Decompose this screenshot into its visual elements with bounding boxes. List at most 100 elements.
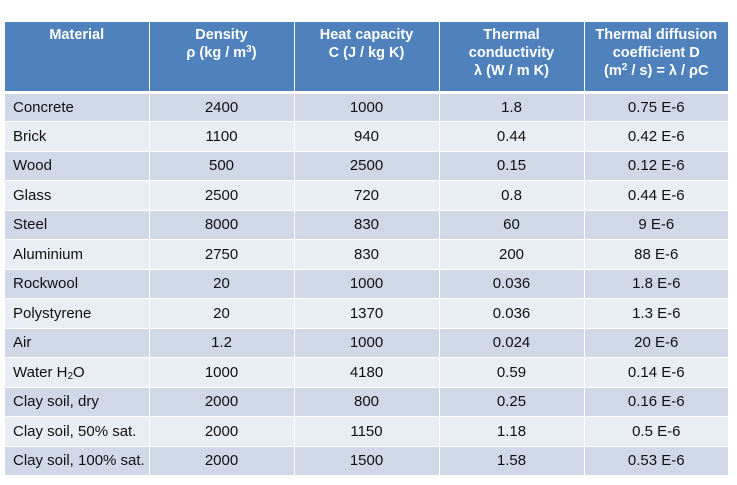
table-row: Glass 2500 720 0.8 0.44 E-6 <box>5 180 728 211</box>
cell-material: Aluminium <box>5 239 150 270</box>
cell-conductivity: 0.8 <box>439 180 585 211</box>
table-row: Clay soil, 50% sat. 2000 1150 1.18 0.5 E… <box>5 416 728 447</box>
header-diffusion-line1: Thermal diffusion <box>595 27 718 43</box>
cell-density: 2400 <box>149 92 295 122</box>
cell-heat-capacity: 800 <box>294 387 440 417</box>
table-row: Air 1.2 1000 0.024 20 E-6 <box>5 328 728 358</box>
cell-material-water-pre: Water H <box>13 363 68 381</box>
cell-diffusion: 88 E-6 <box>584 239 728 270</box>
header-heat-capacity: Heat capacity C (J / kg K) <box>294 22 440 94</box>
cell-conductivity: 0.15 <box>439 151 585 181</box>
cell-diffusion: 0.16 E-6 <box>584 387 728 417</box>
cell-material-water-post: O <box>73 363 85 381</box>
cell-diffusion: 1.3 E-6 <box>584 298 728 329</box>
cell-heat-capacity: 2500 <box>294 151 440 181</box>
cell-diffusion: 9 E-6 <box>584 210 728 240</box>
cell-material: Rockwool <box>5 269 150 299</box>
header-diffusion-unit-post: / s) = λ / ρC <box>627 63 709 79</box>
cell-material: Clay soil, dry <box>5 387 150 417</box>
cell-heat-capacity: 720 <box>294 180 440 211</box>
cell-material: Concrete <box>5 92 150 122</box>
table-row: Brick 1100 940 0.44 0.42 E-6 <box>5 121 728 152</box>
cell-heat-capacity: 830 <box>294 239 440 270</box>
cell-conductivity: 0.036 <box>439 269 585 299</box>
cell-density: 2000 <box>149 387 295 417</box>
cell-density: 1100 <box>149 121 295 152</box>
cell-conductivity: 200 <box>439 239 585 270</box>
cell-heat-capacity: 1500 <box>294 446 440 476</box>
cell-material: Steel <box>5 210 150 240</box>
table-body: Concrete 2400 1000 1.8 0.75 E-6 Brick 11… <box>5 92 728 476</box>
thermal-properties-table-container: Material Density ρ (kg / m3) Heat capaci… <box>5 22 728 476</box>
cell-diffusion: 0.12 E-6 <box>584 151 728 181</box>
cell-material: Water H2O <box>5 357 150 388</box>
header-density-unit-post: ) <box>251 45 257 61</box>
header-row: Material Density ρ (kg / m3) Heat capaci… <box>5 22 728 94</box>
cell-material: Clay soil, 100% sat. <box>5 446 150 476</box>
header-density: Density ρ (kg / m3) <box>149 22 295 94</box>
header-density-line1: Density <box>195 27 248 43</box>
cell-heat-capacity: 1000 <box>294 92 440 122</box>
cell-heat-capacity: 1000 <box>294 328 440 358</box>
header-diffusion-unit-pre: (m <box>604 63 622 79</box>
header-heat-capacity-line2: C (J / kg K) <box>328 45 405 61</box>
header-density-unit-pre: ρ (kg / m <box>186 45 247 61</box>
table-row: Water H2O 1000 4180 0.59 0.14 E-6 <box>5 357 728 388</box>
cell-conductivity: 1.18 <box>439 416 585 447</box>
table-row: Clay soil, dry 2000 800 0.25 0.16 E-6 <box>5 387 728 417</box>
cell-density: 500 <box>149 151 295 181</box>
cell-density: 1.2 <box>149 328 295 358</box>
header-conductivity-line3: λ (W / m K) <box>474 63 549 79</box>
cell-diffusion: 0.75 E-6 <box>584 92 728 122</box>
cell-material: Polystyrene <box>5 298 150 329</box>
cell-material: Wood <box>5 151 150 181</box>
header-diffusion-line3: (m2 / s) = λ / ρC <box>589 62 725 80</box>
thermal-properties-table: Material Density ρ (kg / m3) Heat capaci… <box>5 22 728 476</box>
cell-conductivity: 1.58 <box>439 446 585 476</box>
cell-density: 1000 <box>149 357 295 388</box>
table-row: Rockwool 20 1000 0.036 1.8 E-6 <box>5 269 728 299</box>
cell-heat-capacity: 1370 <box>294 298 440 329</box>
cell-conductivity: 60 <box>439 210 585 240</box>
table-row: Steel 8000 830 60 9 E-6 <box>5 210 728 240</box>
cell-density: 20 <box>149 298 295 329</box>
cell-diffusion: 0.53 E-6 <box>584 446 728 476</box>
cell-heat-capacity: 1150 <box>294 416 440 447</box>
cell-density: 2500 <box>149 180 295 211</box>
cell-density: 2750 <box>149 239 295 270</box>
cell-conductivity: 1.8 <box>439 92 585 122</box>
cell-heat-capacity: 1000 <box>294 269 440 299</box>
table-row: Clay soil, 100% sat. 2000 1500 1.58 0.53… <box>5 446 728 476</box>
header-density-line2: ρ (kg / m3) <box>154 44 290 62</box>
header-thermal-diffusion: Thermal diffusion coefficient D (m2 / s)… <box>584 22 728 94</box>
cell-conductivity: 0.024 <box>439 328 585 358</box>
header-conductivity-line1: Thermal <box>483 27 540 43</box>
header-heat-capacity-line1: Heat capacity <box>319 27 414 43</box>
cell-material: Glass <box>5 180 150 211</box>
cell-material: Brick <box>5 121 150 152</box>
header-conductivity-line2: conductivity <box>468 45 555 61</box>
cell-diffusion: 20 E-6 <box>584 328 728 358</box>
cell-density: 8000 <box>149 210 295 240</box>
header-thermal-conductivity: Thermal conductivity λ (W / m K) <box>439 22 585 94</box>
cell-conductivity: 0.036 <box>439 298 585 329</box>
cell-heat-capacity: 4180 <box>294 357 440 388</box>
cell-material: Clay soil, 50% sat. <box>5 416 150 447</box>
header-diffusion-line2: coefficient D <box>612 45 700 61</box>
cell-density: 2000 <box>149 446 295 476</box>
header-material-label: Material <box>49 27 105 43</box>
cell-diffusion: 1.8 E-6 <box>584 269 728 299</box>
cell-material: Air <box>5 328 150 358</box>
cell-conductivity: 0.59 <box>439 357 585 388</box>
header-material: Material <box>5 22 150 94</box>
cell-diffusion: 0.42 E-6 <box>584 121 728 152</box>
cell-diffusion: 0.5 E-6 <box>584 416 728 447</box>
header-diffusion-unit-sup: 2 <box>621 62 628 73</box>
cell-conductivity: 0.25 <box>439 387 585 417</box>
table-row: Polystyrene 20 1370 0.036 1.3 E-6 <box>5 298 728 329</box>
cell-density: 20 <box>149 269 295 299</box>
table-row: Concrete 2400 1000 1.8 0.75 E-6 <box>5 92 728 122</box>
cell-heat-capacity: 830 <box>294 210 440 240</box>
cell-density: 2000 <box>149 416 295 447</box>
cell-material-water-sub: 2 <box>67 370 74 382</box>
